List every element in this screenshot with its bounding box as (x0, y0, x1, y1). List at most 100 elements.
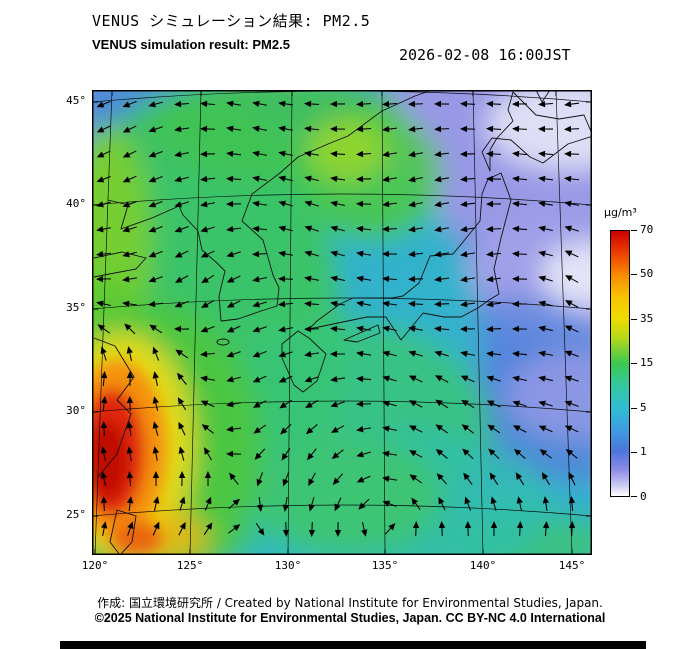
page-title: VENUS シミュレーション結果: PM2.5 (92, 12, 371, 30)
wind-arrow (200, 125, 216, 133)
wind-arrow (434, 375, 449, 383)
colorbar-gradient (610, 230, 630, 497)
wind-arrow (486, 350, 502, 358)
wind-arrow (408, 300, 424, 308)
wind-arrow (100, 446, 107, 461)
wind-arrow (126, 446, 133, 461)
wind-arrow (96, 176, 111, 183)
wind-arrow (330, 275, 345, 282)
wind-arrow (304, 376, 319, 383)
wind-arrow (203, 522, 213, 536)
lat-tick-25: 25° (66, 508, 86, 521)
wind-arrow (486, 375, 501, 382)
wind-arrow (252, 250, 268, 258)
lat-tick-40: 40° (66, 197, 86, 210)
wind-arrow (200, 250, 215, 258)
wind-arrow (200, 350, 216, 358)
wind-arrow (460, 375, 475, 383)
wind-arrow (538, 400, 553, 407)
wind-arrow (228, 524, 241, 534)
wind-arrow (486, 250, 502, 258)
wind-arrow (100, 371, 108, 387)
lon-tick-120: 120° (81, 559, 109, 572)
wind-arrow (148, 126, 163, 133)
wind-arrow (512, 100, 528, 108)
wind-arrow (152, 371, 159, 386)
wind-arrow (538, 125, 554, 133)
wind-arrow (564, 250, 579, 258)
wind-arrow (435, 424, 449, 434)
wind-arrow (538, 325, 553, 332)
wind-arrow (512, 375, 527, 382)
wind-arrow (512, 400, 527, 407)
wind-arrow (516, 521, 524, 537)
wind-arrow (382, 375, 397, 382)
wind-arrow (564, 375, 579, 382)
wind-arrow (382, 500, 397, 507)
wind-arrow (96, 250, 112, 258)
wind-arrow (538, 100, 554, 108)
wind-arrow (153, 496, 160, 511)
wind-arrow (460, 350, 475, 357)
wind-arrow (356, 325, 371, 332)
wind-arrow (412, 521, 420, 537)
wind-arrow (148, 151, 163, 158)
wind-arrow (152, 521, 160, 536)
wind-arrow (252, 200, 267, 207)
wind-arrow (434, 100, 450, 108)
colorbar-tickmark (631, 408, 637, 409)
wind-arrow (124, 323, 136, 335)
colorbar-tick-5: 5 (640, 401, 647, 414)
wind-arrow (382, 125, 398, 133)
wind-arrow (568, 496, 576, 512)
wind-arrow (252, 150, 267, 157)
wind-arrow (152, 446, 159, 461)
wind-arrow (252, 100, 267, 107)
wind-arrow (538, 200, 553, 207)
wind-arrow (252, 375, 267, 383)
colorbar-unit-label: µg/m³ (604, 206, 637, 219)
wind-arrow (564, 150, 580, 158)
wind-arrow (228, 498, 241, 510)
wind-arrow (149, 324, 163, 334)
wind-arrow (304, 325, 320, 333)
wind-arrow (356, 275, 371, 282)
wind-arrow (279, 399, 293, 409)
wind-arrow (200, 150, 216, 158)
colorbar-tick-15: 15 (640, 356, 654, 369)
wind-arrow (464, 496, 472, 511)
wind-arrow (226, 300, 241, 308)
wind-arrow (229, 472, 239, 485)
wind-arrow (148, 175, 163, 183)
wind-arrow (201, 300, 215, 309)
wind-arrow (408, 151, 423, 158)
wind-arrow (564, 225, 579, 232)
wind-arrow (278, 200, 293, 207)
wind-arrow (356, 100, 372, 108)
wind-arrow (305, 400, 319, 408)
wind-arrow (200, 400, 215, 408)
wind-arrow (148, 201, 163, 208)
wind-arrow (541, 472, 551, 486)
wind-arrow (486, 325, 502, 333)
wind-arrow (382, 475, 397, 483)
wind-arrow (408, 100, 424, 108)
wind-arrow (122, 175, 137, 183)
wind-arrow (152, 421, 159, 436)
wind-arrow (382, 100, 398, 108)
lon-tick-130: 130° (274, 559, 302, 572)
wind-arrow (100, 496, 108, 512)
wind-arrow (278, 326, 293, 333)
wind-arrow (434, 226, 449, 233)
wind-arrow (282, 521, 290, 537)
wind-arrow (122, 100, 137, 108)
wind-arrow (148, 250, 163, 258)
wind-arrow (486, 150, 502, 158)
wind-arrow (460, 276, 475, 283)
lon-tick-145: 145° (558, 559, 586, 572)
wind-arrow (256, 496, 264, 512)
wind-arrow (152, 346, 160, 361)
wind-arrow (226, 376, 241, 383)
wind-arrow (434, 325, 450, 333)
wind-arrow (304, 150, 319, 157)
